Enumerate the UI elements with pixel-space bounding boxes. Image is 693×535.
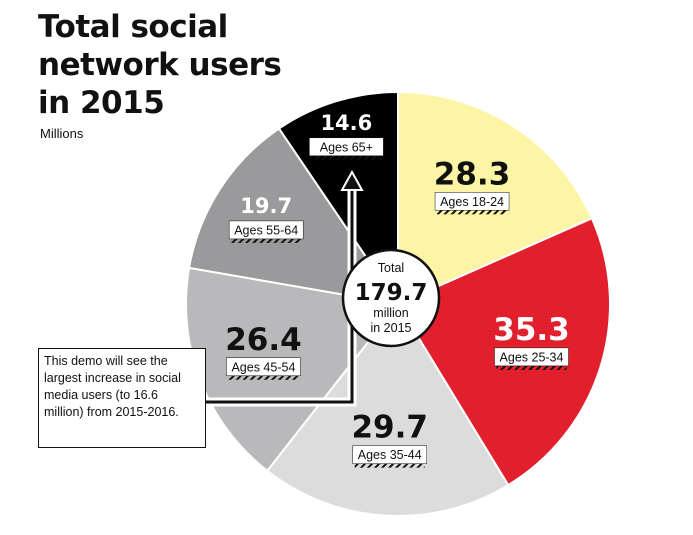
pie-slice-ages-35-44 xyxy=(265,302,510,517)
callout-connector xyxy=(206,169,364,407)
label-box-ages-18-24 xyxy=(434,192,510,211)
chart-title: Total social network users in 2015 xyxy=(38,8,338,122)
value-label-ages-25-34: 35.3 xyxy=(493,312,570,348)
value-label-ages-65: 14.6 xyxy=(320,111,372,135)
label-underline-ages-65 xyxy=(311,154,382,160)
value-label-ages-45-54: 26.4 xyxy=(225,322,302,358)
title-line-2: network users xyxy=(38,47,282,83)
label-box-ages-25-34 xyxy=(494,347,569,367)
pie-slice-ages-55-64 xyxy=(187,127,401,306)
total-unit-line-1: million xyxy=(373,306,408,320)
category-label-ages-25-34: Ages 25-34 xyxy=(500,350,564,364)
label-underline-ages-25-34 xyxy=(496,364,567,370)
label-box-ages-65 xyxy=(309,137,384,157)
label-underline-ages-45-54 xyxy=(228,374,299,380)
category-label-ages-65: Ages 65+ xyxy=(320,140,373,154)
value-label-ages-35-44: 29.7 xyxy=(351,410,428,446)
label-box-ages-35-44 xyxy=(352,445,427,464)
category-label-ages-45-54: Ages 45-54 xyxy=(231,360,295,374)
total-value: 179.7 xyxy=(355,280,428,306)
label-underline-ages-35-44 xyxy=(354,462,425,468)
title-line-3: in 2015 xyxy=(38,85,165,121)
value-label-ages-18-24: 28.3 xyxy=(434,156,511,192)
label-box-ages-55-64 xyxy=(228,220,304,240)
label-underline-ages-18-24 xyxy=(437,209,508,215)
chart-subtitle: Millions xyxy=(40,126,84,141)
label-box-ages-45-54 xyxy=(226,357,301,377)
category-label-ages-18-24: Ages 18-24 xyxy=(440,195,504,209)
category-label-ages-35-44: Ages 35-44 xyxy=(358,448,422,462)
total-label: Total xyxy=(378,261,404,275)
category-label-ages-55-64: Ages 55-64 xyxy=(234,223,298,237)
callout-note: This demo will see the largest increase … xyxy=(38,348,206,448)
total-unit-line-2: in 2015 xyxy=(370,321,411,335)
label-underline-ages-55-64 xyxy=(231,237,302,243)
title-line-1: Total social xyxy=(38,9,228,45)
value-label-ages-55-64: 19.7 xyxy=(240,194,292,218)
total-circle xyxy=(341,248,441,348)
